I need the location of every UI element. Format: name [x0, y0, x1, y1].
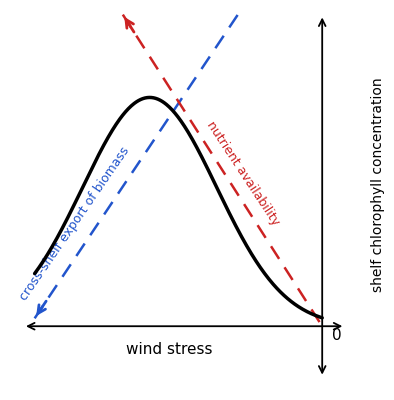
Text: wind stress: wind stress [126, 342, 212, 357]
Text: cross-shelf export of biomass: cross-shelf export of biomass [18, 144, 132, 303]
Text: nutrient availability: nutrient availability [204, 118, 282, 228]
Text: shelf chlorophyll concentration: shelf chlorophyll concentration [372, 77, 385, 292]
Text: 0: 0 [332, 328, 342, 343]
